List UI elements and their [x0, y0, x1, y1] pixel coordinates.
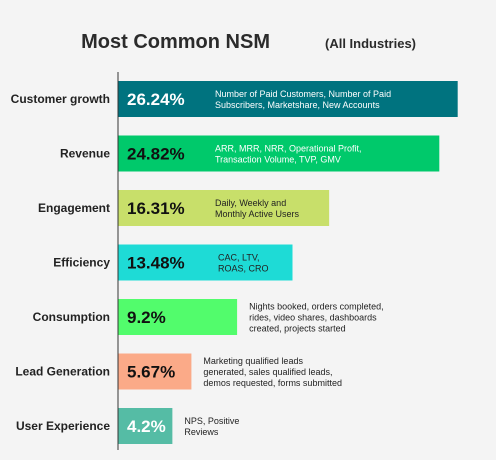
- annotation-customer-growth: Subscribers, Marketshare, New Accounts: [215, 100, 380, 110]
- category-label-revenue: Revenue: [60, 147, 110, 161]
- chart-title: Most Common NSM: [81, 31, 270, 53]
- annotation-lead-generation: generated, sales qualified leads,: [203, 367, 332, 377]
- bar-efficiency: [118, 244, 293, 281]
- category-label-lead-generation: Lead Generation: [15, 365, 110, 379]
- category-label-user-experience: User Experience: [16, 419, 110, 433]
- annotation-engagement: Daily, Weekly and: [215, 198, 286, 208]
- value-label-lead-generation: 5.67%: [127, 363, 175, 382]
- category-label-engagement: Engagement: [38, 201, 110, 215]
- value-label-customer-growth: 26.24%: [127, 90, 185, 109]
- annotation-revenue: ARR, MRR, NRR, Operational Profit,: [215, 144, 362, 154]
- chart-subtitle: (All Industries): [325, 36, 416, 51]
- annotation-consumption: Nights booked, orders completed,: [249, 302, 384, 312]
- annotation-customer-growth: Number of Paid Customers, Number of Paid: [215, 89, 391, 99]
- bars-layer: Customer growth 26.24% Number of Paid Cust…: [11, 81, 458, 444]
- annotation-lead-generation: Marketing qualified leads: [203, 356, 303, 366]
- bar-user-experience: [118, 408, 173, 444]
- value-label-engagement: 16.31%: [127, 199, 185, 218]
- annotation-efficiency: CAC, LTV,: [218, 253, 260, 263]
- annotation-user-experience: NPS, Positive: [184, 416, 239, 426]
- value-label-revenue: 24.82%: [127, 145, 185, 164]
- value-label-consumption: 9.2%: [127, 308, 166, 327]
- bar-engagement: [118, 190, 330, 226]
- annotation-efficiency: ROAS, CRO: [218, 264, 269, 274]
- annotation-engagement: Monthly Active Users: [215, 209, 300, 219]
- value-label-efficiency: 13.48%: [127, 254, 185, 273]
- category-label-consumption: Consumption: [33, 310, 110, 324]
- annotation-consumption: created, projects started: [249, 324, 346, 334]
- bar-revenue: [118, 135, 440, 172]
- category-label-customer-growth: Customer growth: [11, 92, 110, 106]
- annotation-revenue: Transaction Volume, TVP, GMV: [215, 155, 341, 165]
- annotation-lead-generation: demos requested, forms submitted: [203, 378, 342, 388]
- bar-consumption: [118, 299, 238, 335]
- annotation-user-experience: Reviews: [184, 427, 219, 437]
- value-label-user-experience: 4.2%: [127, 417, 166, 436]
- bar-lead-generation: [118, 353, 192, 390]
- category-label-efficiency: Efficiency: [53, 256, 110, 270]
- bar-customer-growth: [118, 81, 458, 117]
- annotation-consumption: rides, video shares, dashboards: [249, 313, 377, 323]
